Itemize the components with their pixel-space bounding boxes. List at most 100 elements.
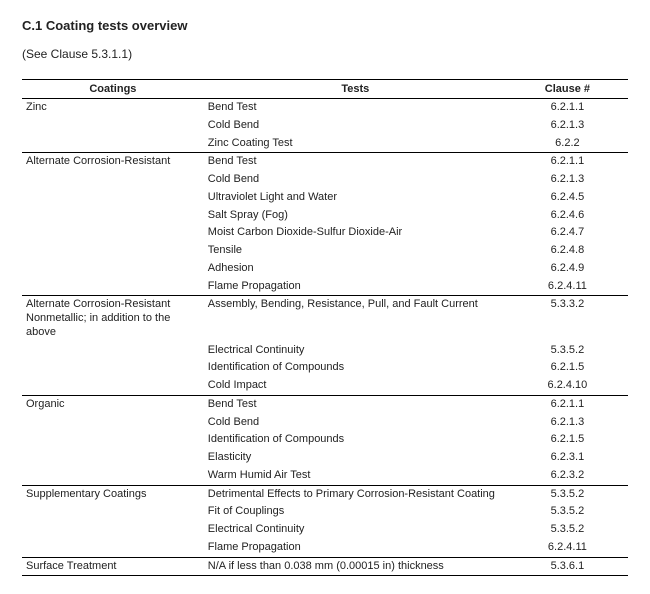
test-cell: Fit of Couplings: [204, 503, 507, 521]
test-cell: Warm Humid Air Test: [204, 467, 507, 485]
coating-cell: Supplementary Coatings: [22, 485, 204, 503]
clause-cell: 6.2.3.1: [507, 449, 628, 467]
table-header-row: Coatings Tests Clause #: [22, 80, 628, 99]
table-row: Surface TreatmentN/A if less than 0.038 …: [22, 557, 628, 576]
coating-cell: [22, 503, 204, 521]
coating-cell: [22, 260, 204, 278]
header-coatings: Coatings: [22, 80, 204, 99]
table-row: Alternate Corrosion-ResistantBend Test6.…: [22, 153, 628, 171]
clause-cell: 6.2.4.11: [507, 278, 628, 296]
coating-cell: [22, 414, 204, 432]
table-row: Tensile6.2.4.8: [22, 242, 628, 260]
table-row: Elasticity6.2.3.1: [22, 449, 628, 467]
table-row: Ultraviolet Light and Water6.2.4.5: [22, 189, 628, 207]
clause-cell: 6.2.4.6: [507, 207, 628, 225]
test-cell: Bend Test: [204, 153, 507, 171]
coating-cell: [22, 467, 204, 485]
test-cell: Detrimental Effects to Primary Corrosion…: [204, 485, 507, 503]
section-heading: C.1 Coating tests overview: [22, 18, 628, 33]
clause-cell: 6.2.1.1: [507, 99, 628, 117]
test-cell: Flame Propagation: [204, 539, 507, 557]
table-row: Flame Propagation6.2.4.11: [22, 278, 628, 296]
test-cell: Salt Spray (Fog): [204, 207, 507, 225]
coating-cell: Alternate Corrosion-Resistant Nonmetalli…: [22, 296, 204, 342]
test-cell: Cold Bend: [204, 171, 507, 189]
clause-cell: 6.2.1.5: [507, 359, 628, 377]
table-row: Cold Impact6.2.4.10: [22, 377, 628, 395]
test-cell: Flame Propagation: [204, 278, 507, 296]
coating-cell: Zinc: [22, 99, 204, 117]
test-cell: Cold Impact: [204, 377, 507, 395]
coating-cell: [22, 135, 204, 153]
header-tests: Tests: [204, 80, 507, 99]
clause-cell: 5.3.6.1: [507, 557, 628, 576]
clause-cell: 6.2.4.9: [507, 260, 628, 278]
coating-cell: Alternate Corrosion-Resistant: [22, 153, 204, 171]
table-row: Moist Carbon Dioxide-Sulfur Dioxide-Air6…: [22, 224, 628, 242]
clause-cell: 6.2.1.3: [507, 171, 628, 189]
section-subheading: (See Clause 5.3.1.1): [22, 47, 628, 61]
coating-cell: Organic: [22, 395, 204, 413]
clause-cell: 6.2.4.10: [507, 377, 628, 395]
header-clause: Clause #: [507, 80, 628, 99]
table-row: Warm Humid Air Test6.2.3.2: [22, 467, 628, 485]
coating-cell: [22, 377, 204, 395]
coating-cell: [22, 359, 204, 377]
table-row: Identification of Compounds6.2.1.5: [22, 359, 628, 377]
clause-cell: 6.2.4.7: [507, 224, 628, 242]
test-cell: Identification of Compounds: [204, 359, 507, 377]
test-cell: Moist Carbon Dioxide-Sulfur Dioxide-Air: [204, 224, 507, 242]
test-cell: N/A if less than 0.038 mm (0.00015 in) t…: [204, 557, 507, 576]
clause-cell: 5.3.5.2: [507, 503, 628, 521]
table-row: Salt Spray (Fog)6.2.4.6: [22, 207, 628, 225]
clause-cell: 6.2.1.3: [507, 117, 628, 135]
clause-cell: 6.2.3.2: [507, 467, 628, 485]
test-cell: Cold Bend: [204, 117, 507, 135]
test-cell: Cold Bend: [204, 414, 507, 432]
test-cell: Elasticity: [204, 449, 507, 467]
test-cell: Tensile: [204, 242, 507, 260]
clause-cell: 6.2.1.1: [507, 153, 628, 171]
test-cell: Adhesion: [204, 260, 507, 278]
test-cell: Bend Test: [204, 395, 507, 413]
table-row: Cold Bend6.2.1.3: [22, 171, 628, 189]
clause-cell: 5.3.5.2: [507, 521, 628, 539]
coating-tests-table: Coatings Tests Clause # ZincBend Test6.2…: [22, 79, 628, 576]
test-cell: Assembly, Bending, Resistance, Pull, and…: [204, 296, 507, 342]
clause-cell: 5.3.3.2: [507, 296, 628, 342]
coating-cell: [22, 431, 204, 449]
coating-cell: [22, 171, 204, 189]
table-row: Flame Propagation6.2.4.11: [22, 539, 628, 557]
table-row: Adhesion6.2.4.9: [22, 260, 628, 278]
coating-cell: [22, 242, 204, 260]
coating-cell: [22, 189, 204, 207]
clause-cell: 6.2.4.8: [507, 242, 628, 260]
table-row: Zinc Coating Test6.2.2: [22, 135, 628, 153]
clause-cell: 6.2.4.11: [507, 539, 628, 557]
test-cell: Identification of Compounds: [204, 431, 507, 449]
clause-cell: 6.2.4.5: [507, 189, 628, 207]
table-row: Cold Bend6.2.1.3: [22, 414, 628, 432]
coating-cell: [22, 207, 204, 225]
coating-cell: [22, 224, 204, 242]
coating-cell: [22, 117, 204, 135]
table-row: Identification of Compounds6.2.1.5: [22, 431, 628, 449]
clause-cell: 5.3.5.2: [507, 342, 628, 360]
table-row: Alternate Corrosion-Resistant Nonmetalli…: [22, 296, 628, 342]
test-cell: Ultraviolet Light and Water: [204, 189, 507, 207]
test-cell: Zinc Coating Test: [204, 135, 507, 153]
table-row: Electrical Continuity5.3.5.2: [22, 342, 628, 360]
coating-cell: [22, 449, 204, 467]
test-cell: Electrical Continuity: [204, 521, 507, 539]
table-row: Electrical Continuity5.3.5.2: [22, 521, 628, 539]
table-row: Supplementary CoatingsDetrimental Effect…: [22, 485, 628, 503]
coating-cell: [22, 539, 204, 557]
table-row: Fit of Couplings5.3.5.2: [22, 503, 628, 521]
clause-cell: 6.2.2: [507, 135, 628, 153]
coating-cell: Surface Treatment: [22, 557, 204, 576]
test-cell: Bend Test: [204, 99, 507, 117]
clause-cell: 6.2.1.1: [507, 395, 628, 413]
clause-cell: 5.3.5.2: [507, 485, 628, 503]
table-row: ZincBend Test6.2.1.1: [22, 99, 628, 117]
coating-cell: [22, 278, 204, 296]
